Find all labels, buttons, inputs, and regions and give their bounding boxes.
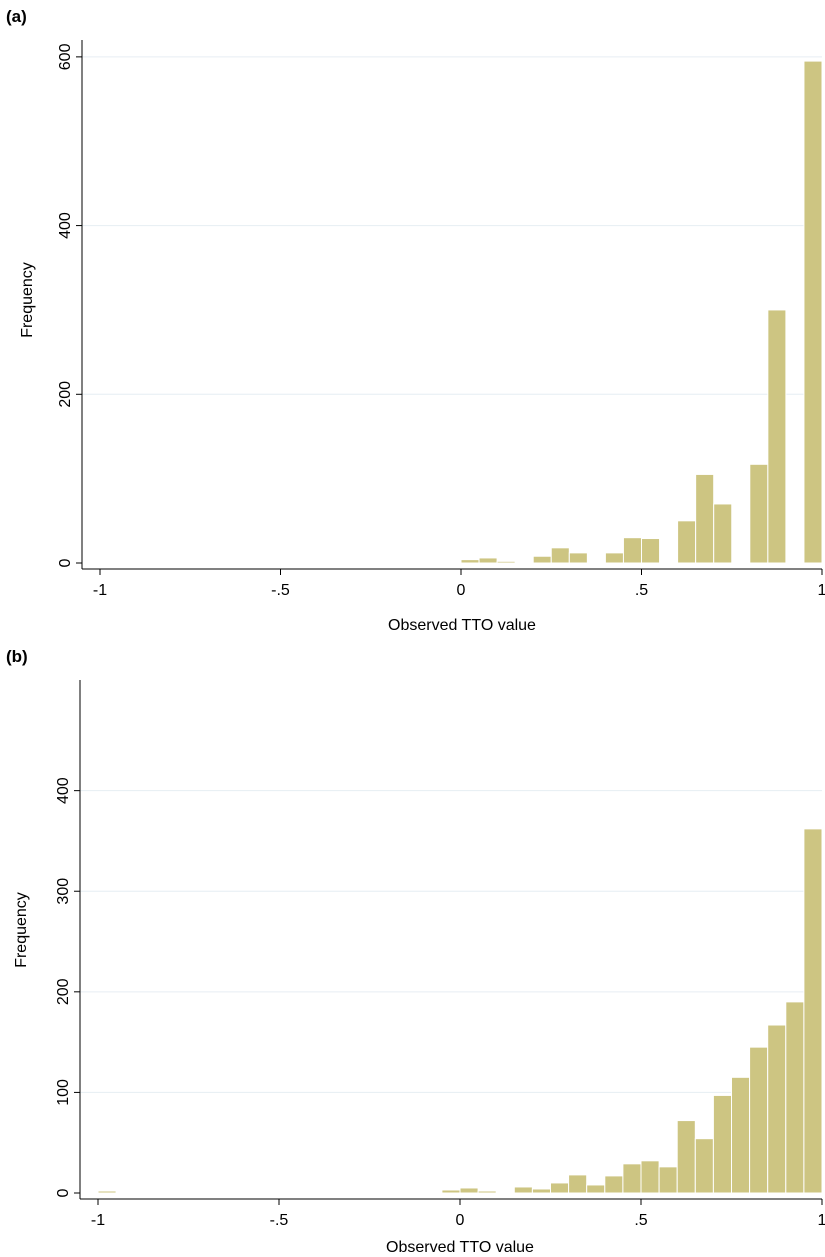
- bar-b-10: [622, 1163, 642, 1194]
- x-tick-label-b-4: 1: [818, 1212, 825, 1229]
- bar-a-4: [496, 560, 516, 564]
- bar-b-18: [767, 1024, 787, 1194]
- y-tick-label-a-0: 0: [57, 558, 74, 567]
- panel-label-a: (a): [6, 7, 27, 26]
- y-tick-label-a-1: 200: [57, 381, 74, 408]
- y-tick-labels-b: 0 100 200 300 400: [55, 777, 72, 1197]
- x-axis-title-a: Observed TTO value: [388, 617, 536, 634]
- bar-a-3: [478, 557, 498, 564]
- histogram-panel-b: (b) 0 100 200 300 400 -1 -.5 0 .5 1 Observed TTO…: [6, 647, 825, 1256]
- bar-b-19: [785, 1001, 805, 1194]
- x-tick-label-a-2: 0: [457, 582, 466, 599]
- bar-b-9: [604, 1175, 624, 1194]
- y-tick-label-b-4: 400: [55, 777, 72, 804]
- y-tick-label-b-2: 200: [55, 978, 72, 1005]
- panel-label-b: (b): [6, 647, 28, 666]
- bar-a-16: [803, 60, 823, 564]
- y-tick-label-b-0: 0: [55, 1188, 72, 1197]
- bar-b-5: [531, 1188, 552, 1194]
- bar-b-16: [731, 1076, 751, 1194]
- bar-a-12: [695, 473, 715, 564]
- bar-b-8: [586, 1184, 606, 1194]
- x-tick-label-b-2: 0: [456, 1212, 465, 1229]
- x-tick-label-b-3: .5: [634, 1212, 647, 1229]
- y-axis-title-a: Frequency: [19, 262, 36, 338]
- bar-a-7: [568, 552, 588, 564]
- bar-a-11: [677, 520, 697, 564]
- y-axis-title-b: Frequency: [13, 892, 30, 968]
- axes-b: [74, 680, 823, 1205]
- x-tick-label-a-3: .5: [635, 582, 648, 599]
- bar-a-2: [460, 559, 480, 564]
- x-tick-label-a-0: -1: [93, 582, 107, 599]
- bar-a-1: [406, 561, 426, 564]
- bar-a-10: [641, 538, 661, 564]
- bar-b-1: [441, 1189, 461, 1194]
- bar-b-2: [459, 1187, 479, 1194]
- bar-b-11: [640, 1160, 660, 1194]
- bar-b-17: [749, 1046, 769, 1194]
- bar-a-5: [532, 555, 552, 564]
- gridlines-b: [80, 790, 822, 1093]
- x-tick-labels-a: -1 -.5 0 .5 1: [93, 582, 825, 599]
- bar-b-13: [676, 1120, 696, 1194]
- x-tick-label-b-0: -1: [91, 1212, 105, 1229]
- bar-b-6: [550, 1182, 570, 1194]
- x-tick-label-b-1: -.5: [270, 1212, 289, 1229]
- y-tick-label-a-2: 400: [57, 212, 74, 239]
- bar-b-15: [712, 1094, 733, 1194]
- y-tick-label-a-3: 600: [57, 43, 74, 70]
- bar-b-3: [477, 1190, 497, 1194]
- bar-b-12: [658, 1166, 678, 1194]
- histogram-panel-a: (a) 0 200 400 600 -1 -.5 0 .5 1 Observed TTO va…: [6, 7, 825, 634]
- y-tick-label-b-1: 100: [55, 1079, 72, 1106]
- bar-a-13: [713, 503, 733, 564]
- bar-a-9: [622, 537, 643, 564]
- bars-a: [99, 60, 823, 564]
- y-tick-label-b-3: 300: [55, 878, 72, 905]
- x-tick-label-a-1: -.5: [271, 582, 290, 599]
- x-axis-title-b: Observed TTO value: [386, 1239, 534, 1256]
- gridlines-a: [82, 56, 822, 395]
- bar-a-6: [550, 547, 570, 564]
- bar-a-0: [99, 561, 119, 564]
- bar-a-8: [604, 552, 624, 564]
- x-tick-label-a-4: 1: [818, 582, 825, 599]
- bar-b-14: [694, 1138, 714, 1194]
- axes-a: [76, 40, 823, 575]
- bar-b-0: [97, 1190, 117, 1194]
- bar-b-20: [803, 828, 823, 1194]
- bar-b-7: [568, 1174, 588, 1194]
- x-tick-labels-b: -1 -.5 0 .5 1: [91, 1212, 825, 1229]
- bar-a-15: [767, 309, 787, 564]
- bar-a-14: [749, 463, 769, 564]
- y-tick-labels-a: 0 200 400 600: [57, 43, 74, 567]
- bars-b: [97, 828, 823, 1194]
- bar-b-4: [513, 1186, 533, 1194]
